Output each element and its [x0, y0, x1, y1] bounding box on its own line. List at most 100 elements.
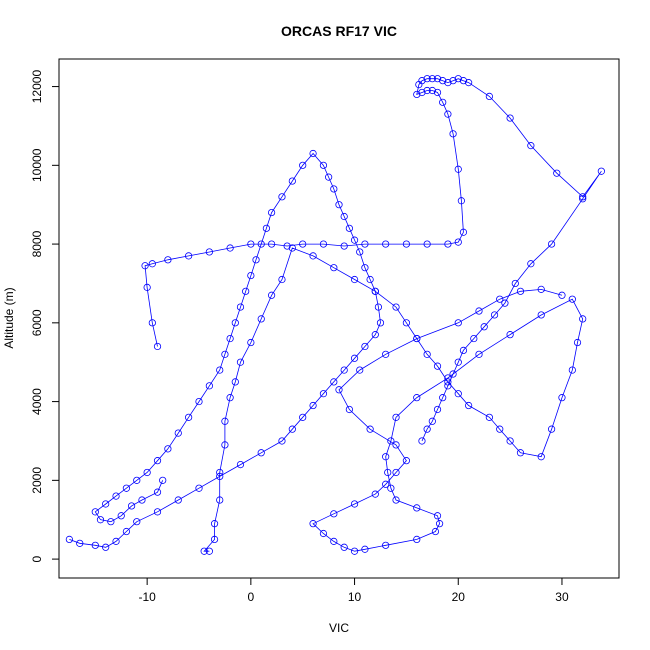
data-point [413, 394, 421, 402]
data-point [257, 449, 265, 457]
data-point [345, 405, 353, 414]
data-point [547, 240, 556, 248]
data-point [127, 502, 136, 510]
x-tick-label: 20 [452, 590, 466, 604]
data-point [143, 468, 151, 477]
data-point [252, 256, 260, 264]
data-point [413, 334, 421, 343]
data-point [558, 394, 566, 402]
data-point [547, 425, 556, 433]
data-point [433, 75, 442, 83]
data-point [65, 535, 73, 544]
data-point [361, 342, 369, 351]
data-point [221, 350, 229, 358]
data-point [195, 397, 203, 406]
data-point [330, 537, 338, 545]
data-point [579, 315, 587, 323]
data-point [449, 370, 457, 378]
data-point [516, 287, 525, 295]
data-point [283, 242, 291, 250]
data-point [459, 346, 468, 354]
data-point [231, 378, 239, 386]
data-point [428, 417, 436, 425]
data-point [454, 358, 462, 366]
data-point [374, 303, 383, 311]
data-point [382, 541, 390, 549]
data-point [459, 228, 468, 236]
data-point [475, 350, 483, 358]
data-point [288, 177, 296, 185]
data-point [226, 334, 234, 343]
data-point [91, 541, 99, 549]
data-point [402, 240, 411, 248]
data-point [506, 114, 514, 122]
data-point [319, 390, 328, 398]
data-point [102, 543, 110, 551]
data-point [200, 547, 208, 555]
data-point [226, 394, 234, 402]
data-point [454, 165, 462, 173]
data-point [107, 518, 115, 526]
data-point [384, 468, 392, 477]
data-point [159, 476, 167, 484]
data-point [392, 468, 400, 477]
data-point [439, 98, 447, 106]
data-point [309, 252, 317, 260]
data-point [350, 547, 359, 555]
data-point [392, 496, 400, 504]
data-point [221, 441, 229, 449]
data-point [392, 303, 400, 311]
data-point [568, 295, 576, 303]
data-point [330, 378, 338, 386]
data-point [361, 264, 369, 272]
data-point [216, 496, 224, 504]
data-point [553, 169, 561, 177]
data-point [433, 88, 442, 97]
y-tick-label: 12000 [30, 70, 44, 104]
data-point [423, 86, 431, 95]
data-point [216, 468, 224, 477]
y-tick-label: 4000 [30, 388, 44, 415]
data-point [330, 510, 338, 518]
data-point [361, 240, 369, 248]
data-point [418, 88, 426, 97]
data-point [418, 437, 426, 445]
data-point [247, 338, 255, 347]
data-point [428, 86, 436, 95]
data-point [309, 401, 317, 410]
data-point [335, 386, 343, 394]
data-point [236, 358, 245, 366]
data-point [350, 236, 359, 244]
y-tick-label: 8000 [30, 230, 44, 257]
data-point [356, 248, 364, 256]
data-point [278, 193, 286, 201]
data-point [164, 256, 172, 264]
data-point [371, 490, 379, 498]
data-point [299, 413, 307, 421]
data-point [527, 260, 535, 268]
data-point [496, 425, 504, 433]
data-point [387, 437, 395, 445]
data-point [319, 240, 328, 248]
data-point [402, 457, 411, 465]
data-point [470, 334, 478, 343]
data-point [413, 90, 421, 99]
data-point [340, 543, 348, 551]
data-point [465, 79, 473, 87]
data-point [433, 512, 442, 520]
data-point [433, 362, 442, 370]
data-point [465, 401, 473, 410]
data-point [267, 291, 276, 299]
data-point [480, 323, 488, 331]
series-line-2 [69, 152, 381, 548]
data-point [439, 77, 447, 85]
data-point [335, 201, 343, 209]
data-point [267, 208, 276, 217]
data-point [501, 299, 509, 307]
data-point [511, 279, 519, 288]
data-point [325, 173, 333, 181]
data-point [205, 547, 213, 555]
data-point [382, 350, 390, 358]
data-point [345, 224, 353, 232]
